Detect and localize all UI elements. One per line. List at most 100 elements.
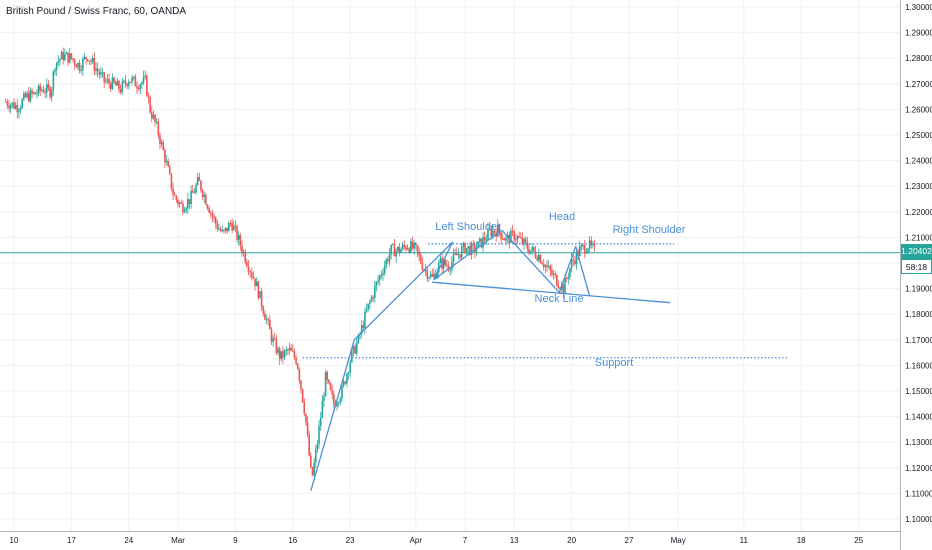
candle-body <box>119 89 122 93</box>
candle-body <box>342 381 345 386</box>
candle-body <box>262 306 265 314</box>
candle-body <box>150 112 153 119</box>
candle-body <box>155 121 158 123</box>
candle-body <box>62 52 64 61</box>
candle-body <box>173 194 176 197</box>
candle-body <box>185 208 187 211</box>
candle-body <box>121 81 124 93</box>
candle-body <box>551 270 553 275</box>
candle-body <box>219 228 222 232</box>
x-tick-label: 10 <box>10 536 19 545</box>
candle-body <box>452 253 455 262</box>
candle-body <box>142 76 145 83</box>
candle-body <box>147 95 150 98</box>
candle-body <box>480 238 483 248</box>
candle-body <box>269 319 271 330</box>
candle-body <box>64 54 66 61</box>
candle-body <box>505 237 507 241</box>
candle-body <box>241 245 243 253</box>
candle-body <box>529 250 532 254</box>
candle-body <box>285 349 288 351</box>
candle-body <box>292 350 294 352</box>
y-tick-label: 1.18000 <box>905 310 932 319</box>
candle-body <box>385 259 388 266</box>
candle-body <box>336 403 338 407</box>
y-tick-label: 1.17000 <box>905 336 932 345</box>
candle-body <box>224 227 227 231</box>
candle-body <box>314 449 317 463</box>
candle-body <box>109 83 112 90</box>
x-tick-label: 11 <box>740 536 749 545</box>
candle-body <box>14 105 17 109</box>
candle-body <box>377 280 379 283</box>
x-tick-label: May <box>671 536 686 545</box>
candle-body <box>449 269 452 271</box>
candle-body <box>580 245 583 247</box>
candle-body <box>416 244 419 252</box>
candle-body <box>232 225 235 231</box>
candle-body <box>16 105 19 113</box>
candle-body <box>226 227 228 232</box>
candle-body <box>32 92 35 94</box>
candle-body <box>418 251 420 256</box>
candle-body <box>346 373 348 384</box>
candle-body <box>415 242 417 245</box>
candle-body <box>206 204 209 209</box>
candle-body <box>539 255 542 263</box>
candle-body <box>95 68 97 71</box>
candle-body <box>515 239 517 241</box>
candle-body <box>324 372 327 397</box>
y-tick-label: 1.28000 <box>905 54 932 63</box>
candle-body <box>13 102 15 109</box>
candle-body <box>154 114 156 122</box>
candle-body <box>68 53 71 63</box>
candle-body <box>331 389 333 395</box>
right-shoulder-label: Right Shoulder <box>613 224 686 236</box>
candle-body <box>132 76 135 78</box>
candle-body <box>164 149 166 163</box>
candle-body <box>426 269 429 279</box>
candle-body <box>175 196 178 200</box>
candle-body <box>144 75 146 77</box>
candle-body <box>141 82 143 85</box>
candle-body <box>128 81 130 87</box>
pattern-labels: Left Shoulder Head Right Shoulder Neck Line… <box>435 211 685 369</box>
candle-body <box>498 224 501 233</box>
candle-body <box>288 347 291 351</box>
candle-body <box>270 329 273 342</box>
candle-body <box>354 346 356 354</box>
candle-body <box>123 80 125 82</box>
candle-body <box>182 203 184 213</box>
y-tick-label: 1.26000 <box>905 105 932 114</box>
candle-body <box>493 230 496 233</box>
neck-line <box>432 281 671 304</box>
candle-body <box>100 72 102 75</box>
candle-body <box>372 296 374 298</box>
candle-body <box>267 319 269 321</box>
candle-body <box>510 230 512 243</box>
candle-body <box>187 199 189 209</box>
candle-body <box>244 251 247 263</box>
candle-body <box>513 231 515 240</box>
candle-body <box>465 248 468 254</box>
time-axis[interactable]: 10 17 24 Mar 9 16 23 Apr 7 13 20 27 May 11 18 25 <box>10 536 864 545</box>
candle-body <box>247 266 250 272</box>
candle-body <box>531 247 534 251</box>
candle-body <box>19 107 22 111</box>
current-price-label: 1.20402 <box>901 246 932 256</box>
candle-body <box>149 97 151 113</box>
candle-body <box>360 325 363 335</box>
candle-body <box>544 265 547 268</box>
candle-body <box>483 237 486 241</box>
candle-body <box>157 121 160 136</box>
candle-body <box>467 246 470 249</box>
candle-body <box>556 274 558 286</box>
candle-body <box>162 142 165 150</box>
candle-body <box>511 230 514 232</box>
candle-body <box>451 261 453 270</box>
candle-body <box>264 313 266 320</box>
candle-body <box>221 229 224 232</box>
y-tick-label: 1.10000 <box>905 515 932 524</box>
candle-body <box>193 192 196 194</box>
